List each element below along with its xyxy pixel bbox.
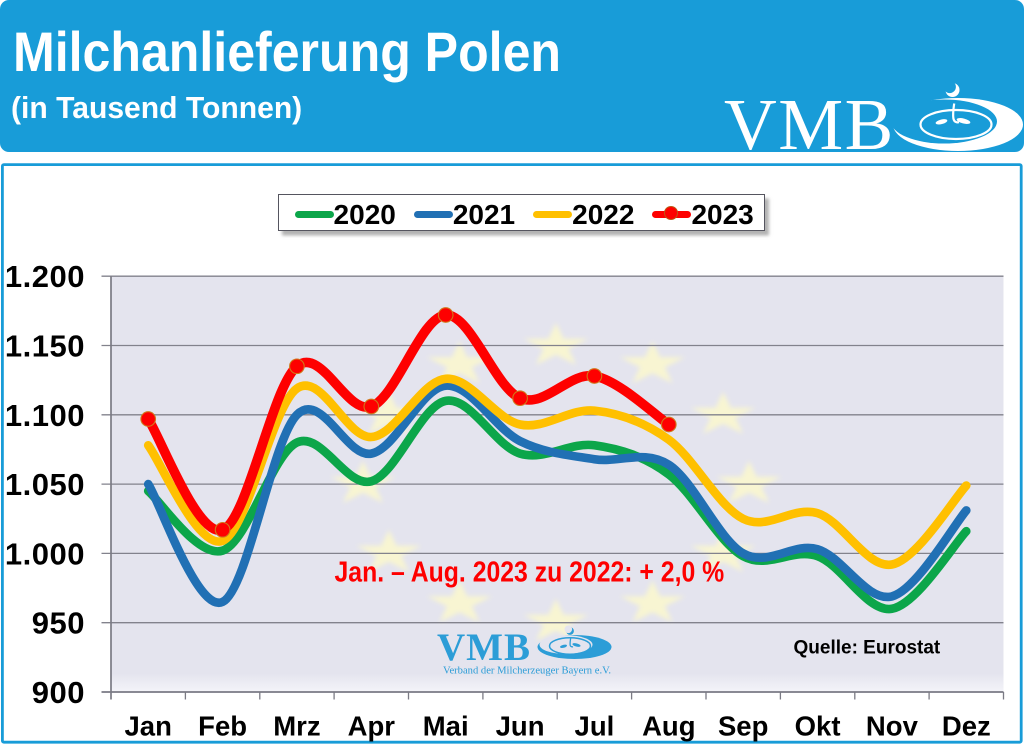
- svg-text:1.100: 1.100: [5, 398, 85, 433]
- svg-text:Nov: Nov: [866, 711, 919, 742]
- svg-text:Okt: Okt: [795, 711, 841, 742]
- svg-text:1.000: 1.000: [5, 536, 85, 571]
- svg-text:Quelle: Eurostat: Quelle: Eurostat: [794, 638, 941, 659]
- svg-text:Apr: Apr: [348, 711, 396, 742]
- svg-text:1.150: 1.150: [5, 329, 85, 364]
- svg-text:900: 900: [32, 675, 85, 710]
- svg-text:950: 950: [32, 606, 85, 641]
- svg-text:1.050: 1.050: [5, 467, 85, 502]
- svg-text:Jun: Jun: [496, 711, 545, 742]
- svg-text:1.200: 1.200: [5, 259, 85, 294]
- svg-text:VMB: VMB: [437, 626, 531, 669]
- svg-text:Dez: Dez: [942, 711, 991, 742]
- svg-text:Mrz: Mrz: [273, 711, 320, 742]
- svg-text:Mai: Mai: [423, 711, 469, 742]
- svg-text:Verband der Milcherzeuger Baye: Verband der Milcherzeuger Bayern e.V.: [443, 666, 611, 677]
- svg-text:Feb: Feb: [198, 711, 247, 742]
- svg-text:Sep: Sep: [718, 711, 768, 742]
- svg-text:VMB: VMB: [724, 84, 895, 152]
- svg-text:Jan. – Aug. 2023 zu 2022: + 2,: Jan. – Aug. 2023 zu 2022: + 2,0 %: [335, 556, 725, 588]
- svg-text:Aug: Aug: [642, 711, 695, 742]
- svg-text:Jan: Jan: [125, 711, 172, 742]
- svg-text:Jul: Jul: [575, 711, 615, 742]
